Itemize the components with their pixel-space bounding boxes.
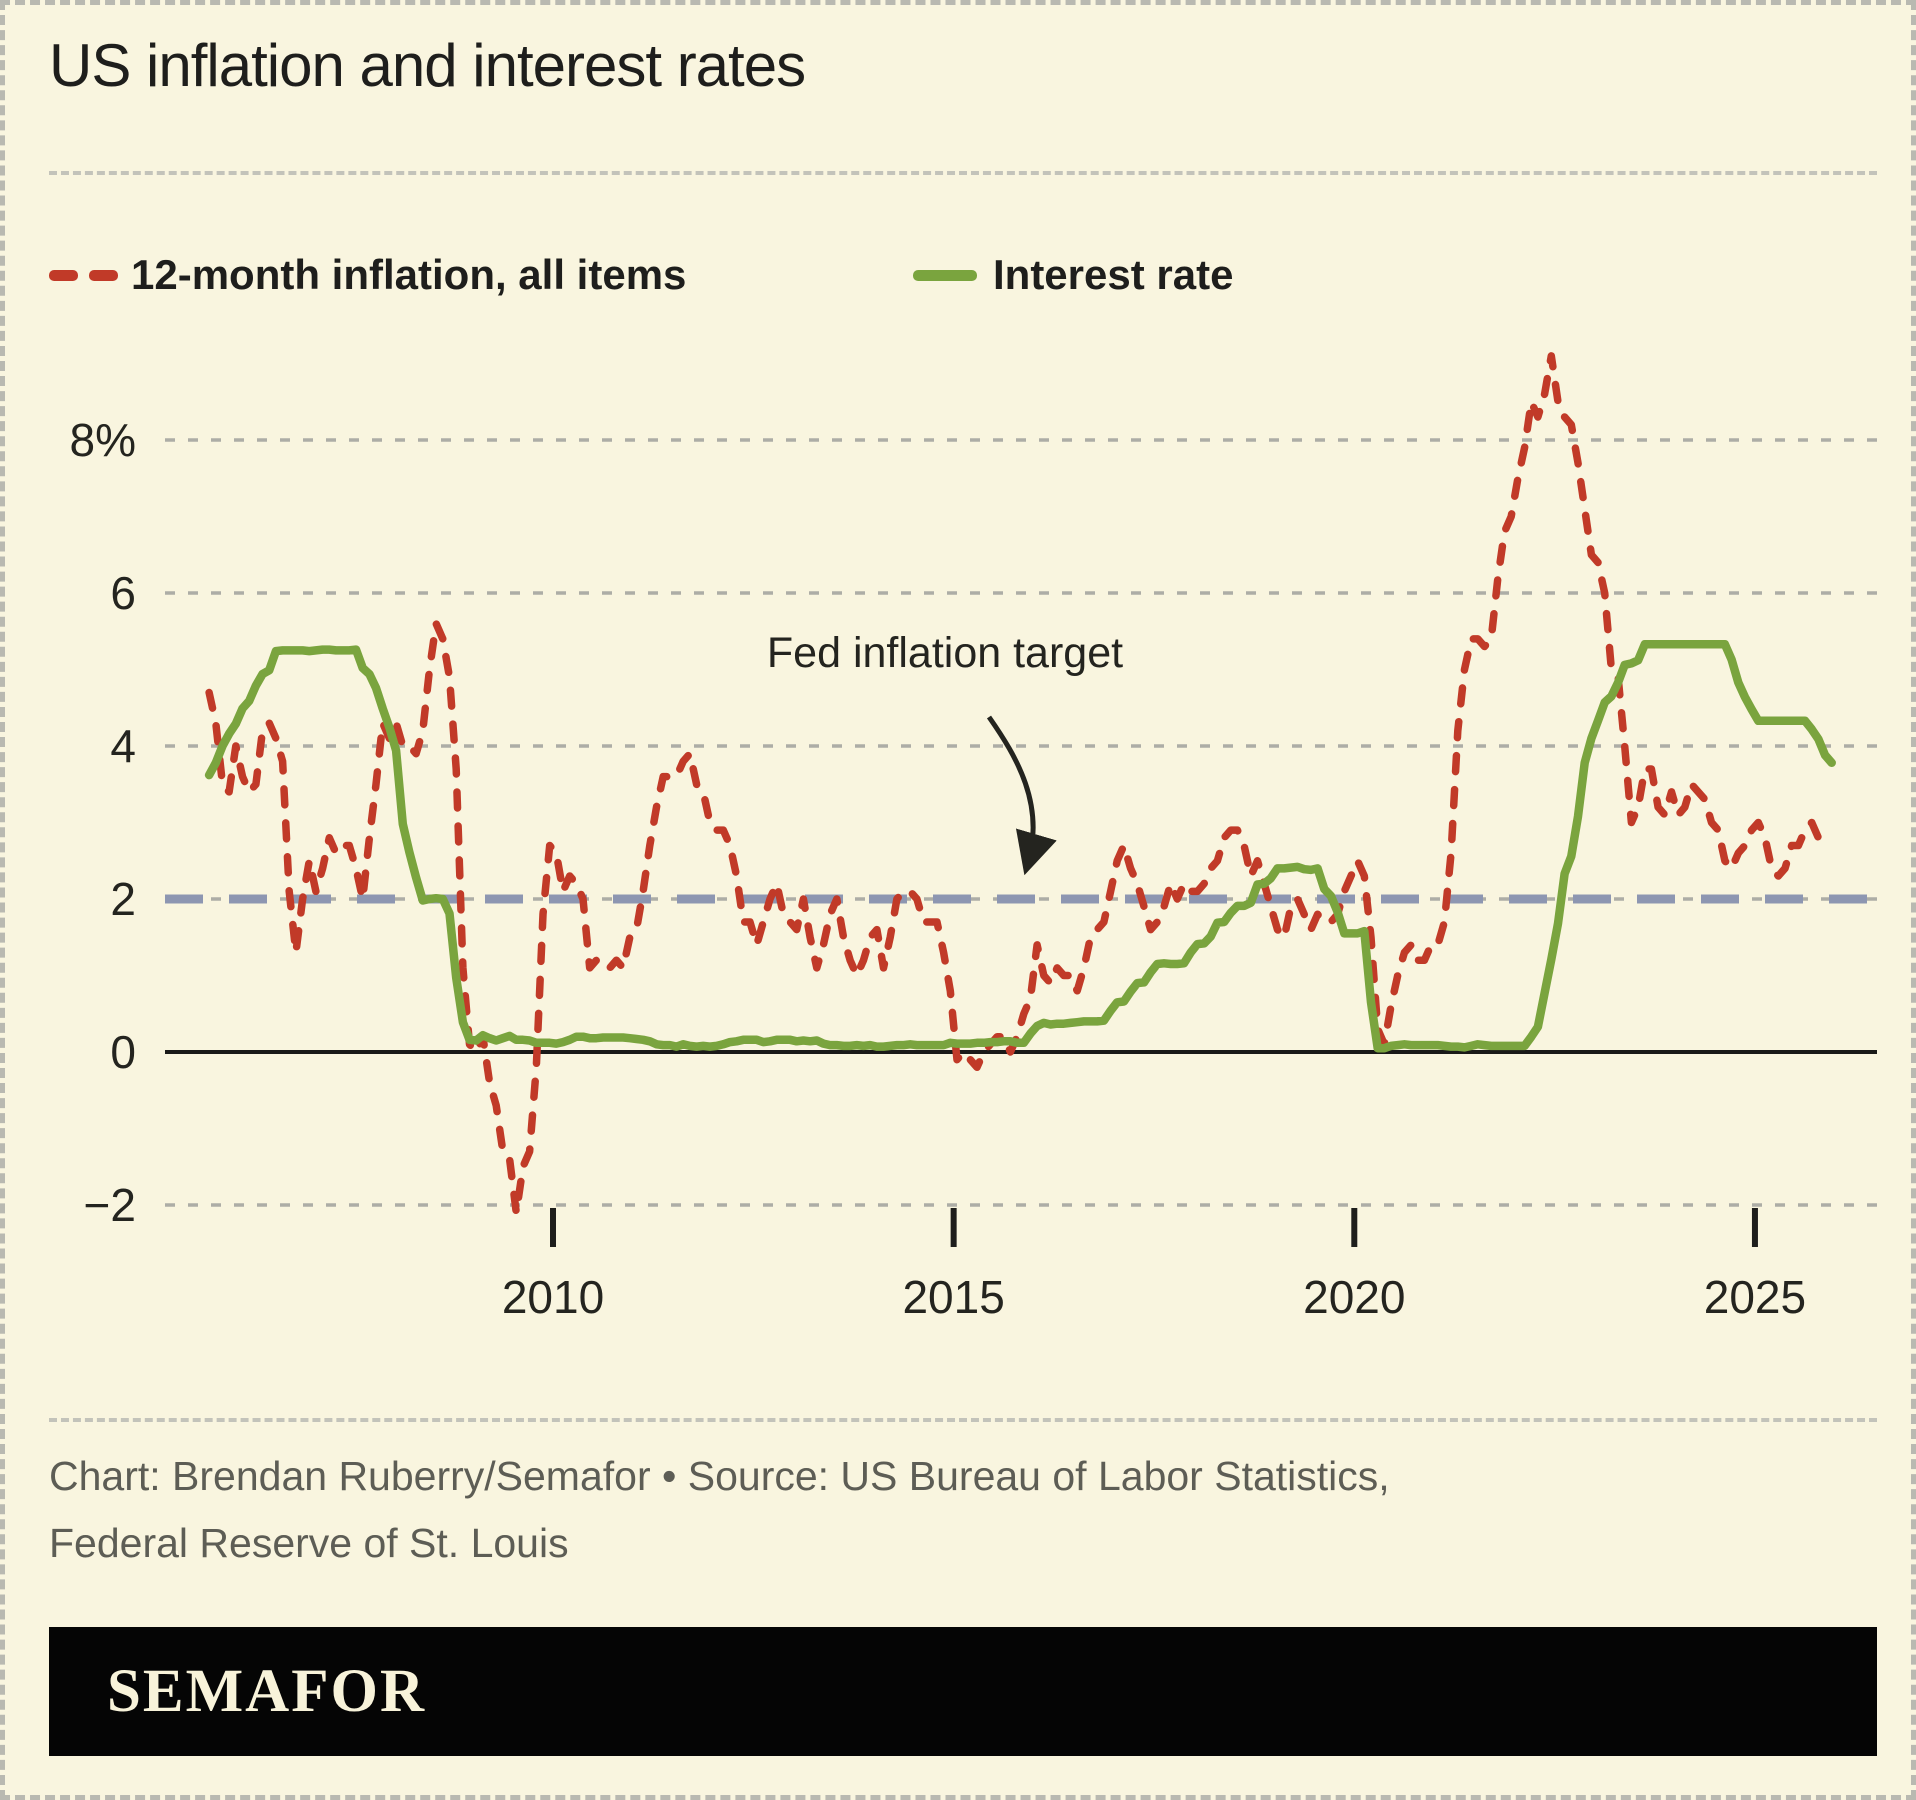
y-axis-label: 4 (110, 720, 136, 772)
fed-target-annotation: Fed inflation target (767, 629, 1123, 677)
credit-line-2: Federal Reserve of St. Louis (49, 1520, 569, 1566)
chart-title: US inflation and interest rates (49, 32, 806, 99)
y-axis-label: 2 (110, 873, 136, 925)
y-axis-label: 8% (70, 414, 136, 466)
y-axis-label: 0 (110, 1026, 136, 1078)
y-axis-label: 6 (110, 567, 136, 619)
title-separator (49, 171, 1877, 175)
inflation-dash-swatch (49, 269, 118, 281)
legend-item-interest-rate: Interest rate (913, 251, 1233, 299)
y-axis-label: −2 (84, 1179, 136, 1231)
interest-rate-line-swatch (913, 269, 977, 281)
annotation-arrow (986, 715, 1057, 876)
line-chart: 8% 6 4 2 0 −2 2010 2015 2020 2025 Fed inflation ta… (70, 352, 1877, 1323)
legend: 12-month inflation, all items Interest r… (5, 251, 1911, 301)
x-axis-label: 2010 (502, 1271, 604, 1323)
semafor-logo: SEMAFOR (107, 1657, 426, 1725)
x-axis-label: 2020 (1303, 1271, 1405, 1323)
legend-label-interest-rate: Interest rate (993, 251, 1234, 298)
interest-rate-series-line (204, 640, 1836, 1053)
credit-line-1: Chart: Brendan Ruberry/Semafor • Source:… (49, 1453, 1390, 1499)
chart-credit: Chart: Brendan Ruberry/Semafor • Source:… (49, 1443, 1390, 1577)
footer-separator (49, 1418, 1877, 1422)
semafor-logo-bar: SEMAFOR (49, 1627, 1877, 1756)
x-axis-label: 2015 (902, 1271, 1004, 1323)
legend-item-inflation: 12-month inflation, all items (49, 251, 686, 299)
legend-label-inflation: 12-month inflation, all items (131, 251, 687, 298)
x-axis-label: 2025 (1704, 1271, 1806, 1323)
inflation-series-line (205, 352, 1823, 1217)
